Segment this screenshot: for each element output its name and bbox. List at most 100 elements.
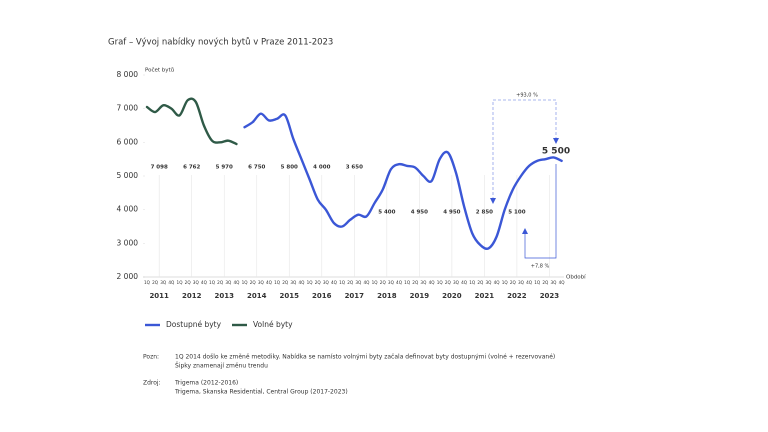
y-tick-label: 7 000 bbox=[117, 104, 139, 113]
note-line: 1Q 2014 došlo ke změně metodiky. Nabídka… bbox=[175, 354, 555, 361]
year-label: 2014 bbox=[247, 292, 267, 300]
y-tick-label: 5 000 bbox=[117, 171, 139, 180]
source-line: Trigema (2012-2016) bbox=[174, 380, 238, 387]
x-tick-label: 1Q bbox=[372, 280, 379, 285]
x-tick-label: 2Q bbox=[217, 280, 224, 285]
y-tick-label: 3 000 bbox=[117, 238, 139, 247]
year-value-label: 5 970 bbox=[216, 165, 233, 171]
x-tick-label: 4Q bbox=[364, 280, 371, 285]
year-label: 2020 bbox=[442, 292, 462, 300]
year-label: 2015 bbox=[280, 292, 300, 300]
x-tick-label: 2Q bbox=[347, 280, 354, 285]
x-tick-label: 3Q bbox=[193, 280, 200, 285]
x-tick-label: 1Q bbox=[144, 280, 151, 285]
x-tick-label: 4Q bbox=[298, 280, 305, 285]
x-tick-label: 3Q bbox=[355, 280, 362, 285]
x-tick-label: 4Q bbox=[559, 280, 566, 285]
year-value-label: 3 650 bbox=[346, 165, 363, 171]
trend-arrow bbox=[524, 164, 557, 259]
year-label: 2018 bbox=[377, 292, 397, 300]
year-label: 2016 bbox=[312, 292, 332, 300]
x-tick-label: 1Q bbox=[437, 280, 444, 285]
x-tick-label: 4Q bbox=[526, 280, 533, 285]
x-tick-label: 4Q bbox=[201, 280, 208, 285]
x-tick-label: 2Q bbox=[510, 280, 517, 285]
year-value-label: 4 000 bbox=[313, 165, 330, 171]
x-tick-label: 3Q bbox=[551, 280, 558, 285]
y-tick-label: 6 000 bbox=[117, 137, 139, 146]
year-value-label: 2 850 bbox=[476, 210, 493, 216]
x-tick-label: 4Q bbox=[396, 280, 403, 285]
arrow-head bbox=[490, 198, 496, 204]
note-line: Šipky znamenají změnu trendu bbox=[175, 363, 268, 370]
x-tick-label: 3Q bbox=[420, 280, 427, 285]
year-value-label: 7 098 bbox=[151, 165, 168, 171]
note-label: Pozn: bbox=[143, 354, 159, 361]
chart-title: Graf – Vývoj nabídky nových bytů v Praze… bbox=[108, 37, 333, 48]
x-tick-label: 3Q bbox=[290, 280, 297, 285]
change-label: +93,0 % bbox=[516, 93, 538, 99]
x-tick-label: 4Q bbox=[331, 280, 338, 285]
arrow-head bbox=[553, 138, 559, 144]
x-tick-label: 3Q bbox=[485, 280, 492, 285]
source-label: Zdroj: bbox=[143, 380, 161, 387]
x-tick-label: 4Q bbox=[494, 280, 501, 285]
y-tick-label: 2 000 bbox=[117, 272, 139, 281]
change-label: +7,8 % bbox=[531, 264, 550, 270]
end-label: 5 500 bbox=[542, 147, 570, 157]
x-tick-label: 2Q bbox=[380, 280, 387, 285]
x-tick-label: 3Q bbox=[518, 280, 525, 285]
x-tick-label: 1Q bbox=[339, 280, 346, 285]
y-tick-label: 4 000 bbox=[117, 205, 139, 214]
x-tick-label: 2Q bbox=[315, 280, 322, 285]
y-tick-label: 8 000 bbox=[117, 70, 139, 79]
x-tick-label: 2Q bbox=[152, 280, 159, 285]
year-label: 2023 bbox=[540, 292, 560, 300]
year-value-label: 4 950 bbox=[443, 210, 460, 216]
x-tick-label: 1Q bbox=[404, 280, 411, 285]
x-tick-label: 2Q bbox=[477, 280, 484, 285]
x-tick-label: 4Q bbox=[266, 280, 273, 285]
x-tick-label: 3Q bbox=[453, 280, 460, 285]
x-tick-label: 4Q bbox=[168, 280, 175, 285]
x-tick-label: 3Q bbox=[323, 280, 330, 285]
year-label: 2021 bbox=[475, 292, 495, 300]
year-label: 2022 bbox=[507, 292, 527, 300]
trend-arrow bbox=[492, 99, 557, 200]
year-label: 2011 bbox=[149, 292, 169, 300]
year-label: 2019 bbox=[410, 292, 430, 300]
x-tick-label: 1Q bbox=[177, 280, 184, 285]
y-axis-label: Počet bytů bbox=[145, 67, 174, 74]
x-axis-label: Období bbox=[566, 274, 586, 281]
x-tick-label: 2Q bbox=[250, 280, 257, 285]
legend-label: Volné byty bbox=[253, 320, 293, 329]
x-tick-label: 4Q bbox=[429, 280, 436, 285]
x-tick-label: 1Q bbox=[469, 280, 476, 285]
x-tick-label: 3Q bbox=[160, 280, 167, 285]
x-tick-label: 1Q bbox=[307, 280, 314, 285]
x-tick-label: 2Q bbox=[445, 280, 452, 285]
year-value-label: 5 400 bbox=[378, 210, 395, 216]
x-tick-label: 2Q bbox=[542, 280, 549, 285]
x-tick-label: 1Q bbox=[209, 280, 216, 285]
year-label: 2013 bbox=[214, 292, 234, 300]
x-tick-label: 4Q bbox=[233, 280, 240, 285]
x-tick-label: 1Q bbox=[534, 280, 541, 285]
source-line: Trigema, Skanska Residential, Central Gr… bbox=[174, 389, 348, 396]
x-tick-label: 3Q bbox=[258, 280, 265, 285]
x-tick-label: 1Q bbox=[502, 280, 509, 285]
x-tick-label: 3Q bbox=[388, 280, 395, 285]
x-tick-label: 4Q bbox=[461, 280, 468, 285]
x-tick-label: 3Q bbox=[225, 280, 232, 285]
x-tick-label: 2Q bbox=[282, 280, 289, 285]
year-label: 2012 bbox=[182, 292, 202, 300]
series-line bbox=[243, 112, 563, 251]
x-tick-label: 2Q bbox=[412, 280, 419, 285]
year-value-label: 6 762 bbox=[183, 165, 200, 171]
year-value-label: 5 100 bbox=[508, 210, 525, 216]
year-value-label: 6 750 bbox=[248, 165, 265, 171]
year-value-label: 5 800 bbox=[281, 165, 298, 171]
x-tick-label: 2Q bbox=[185, 280, 192, 285]
year-value-label: 4 950 bbox=[411, 210, 428, 216]
